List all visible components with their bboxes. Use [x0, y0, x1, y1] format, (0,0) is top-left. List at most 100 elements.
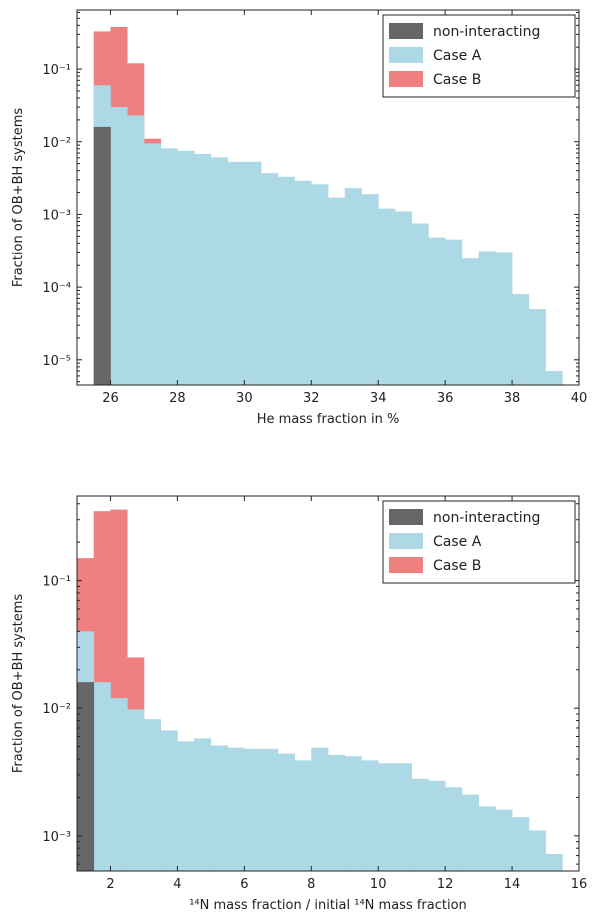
y-axis-label: Fraction of OB+BH systems [11, 594, 26, 774]
case-a-bar [93, 682, 111, 871]
legend-label: Case A [433, 48, 482, 64]
y-tick-label: 10⁻⁴ [42, 281, 71, 296]
nitrogen-mass-fraction-histogram: 2 4 6 8 10 12 14 16 10⁻³ 10⁻² 10⁻¹ ¹⁴N mass fractio… [11, 495, 588, 913]
case-a-bar [478, 806, 496, 871]
non-interacting-bar [93, 126, 111, 386]
case-a-bar [244, 748, 262, 871]
x-tick-label: 34 [370, 391, 387, 406]
case-a-bar [378, 763, 396, 871]
legend-swatch [389, 47, 423, 63]
x-tick-label: 38 [504, 391, 521, 406]
x-tick-label: 12 [437, 877, 454, 892]
case-a-bar [294, 760, 312, 871]
case-a-bar [143, 143, 162, 385]
x-axis-label: ¹⁴N mass fraction / initial ¹⁴N mass fra… [189, 898, 467, 913]
x-tick-label: 28 [169, 391, 186, 406]
legend-label: Case B [433, 558, 481, 574]
case-a-bar [160, 730, 178, 871]
case-a-bar [411, 223, 429, 385]
case-a-bar [194, 738, 212, 871]
case-a-bar [445, 239, 463, 385]
case-a-bar [428, 780, 446, 871]
x-tick-label: 14 [504, 877, 521, 892]
legend-swatch [389, 533, 423, 549]
legend-swatch [389, 71, 423, 87]
case-a-bar [177, 741, 195, 871]
case-a-bar [478, 251, 496, 385]
case-a-bar [261, 173, 279, 385]
x-tick-label: 36 [437, 391, 454, 406]
legend-label: Case B [433, 72, 481, 88]
x-tick-label: 30 [236, 391, 253, 406]
case-a-bar [277, 753, 295, 871]
legend-label: Case A [433, 534, 482, 550]
case-a-bar [394, 211, 413, 385]
case-a-bar [127, 709, 145, 871]
case-a-bar [545, 854, 563, 871]
plot-frame [76, 9, 580, 386]
case-a-bar [461, 794, 479, 871]
case-a-bar [461, 258, 479, 385]
non-interacting-bar [77, 682, 95, 871]
case-a-bar [528, 830, 546, 871]
case-a-bar [344, 756, 362, 871]
case-a-bar [227, 161, 245, 385]
x-tick-label: 26 [102, 391, 119, 406]
case-a-bar [428, 237, 446, 385]
y-tick-label: 10⁻² [42, 702, 71, 717]
x-tick-label: 32 [303, 391, 320, 406]
x-tick-label: 2 [106, 877, 114, 892]
y-tick-label: 10⁻² [42, 136, 71, 151]
case-a-bar [512, 294, 530, 385]
case-a-bar [411, 778, 429, 871]
case-a-bar [210, 157, 228, 385]
case-a-bar [528, 309, 546, 385]
case-a-bar [512, 817, 530, 871]
case-a-bar [545, 371, 563, 385]
legend-swatch [389, 23, 423, 39]
legend-label: non-interacting [433, 510, 540, 526]
case-a-bar [143, 719, 162, 871]
x-tick-label: 6 [240, 877, 248, 892]
case-a-bar [445, 787, 463, 871]
case-a-bar [328, 754, 346, 871]
y-tick-label: 10⁻¹ [42, 575, 71, 590]
y-tick-label: 10⁻³ [42, 830, 71, 845]
case-a-bar [328, 197, 346, 385]
x-tick-label: 8 [307, 877, 315, 892]
case-a-bar [244, 161, 262, 385]
case-a-bar [344, 188, 362, 385]
legend-label: non-interacting [433, 24, 540, 40]
case-a-bar [127, 115, 145, 385]
case-a-bar [194, 153, 212, 385]
case-a-bar [495, 809, 513, 871]
x-axis-label: He mass fraction in % [257, 412, 400, 427]
legend-swatch [389, 509, 423, 525]
case-a-bar [110, 698, 128, 871]
case-a-bar [378, 208, 396, 385]
legend-swatch [389, 557, 423, 573]
y-tick-label: 10⁻⁵ [42, 354, 71, 369]
y-tick-label: 10⁻³ [42, 208, 71, 223]
case-a-bar [210, 745, 228, 871]
case-a-bar [311, 747, 329, 871]
case-a-bar [495, 252, 513, 385]
case-a-bar [277, 176, 295, 385]
x-tick-label: 4 [173, 877, 181, 892]
case-a-bar [177, 150, 195, 385]
case-a-bar [294, 180, 312, 385]
x-tick-label: 10 [370, 877, 387, 892]
case-a-bar [361, 194, 379, 385]
he-mass-fraction-histogram: 26 28 30 32 34 36 38 40 10⁻⁵ 10⁻⁴ 10⁻³ 10⁻² 10⁻¹ He m… [11, 9, 588, 427]
y-tick-label: 10⁻¹ [42, 63, 71, 78]
case-a-bar [394, 763, 413, 871]
y-axis-label: Fraction of OB+BH systems [11, 108, 26, 288]
x-tick-label: 40 [571, 391, 588, 406]
case-a-bar [110, 107, 128, 385]
x-tick-label: 16 [571, 877, 588, 892]
case-a-bar [160, 148, 178, 385]
case-a-bar [261, 748, 279, 871]
case-a-bar [227, 747, 245, 871]
plot-frame [76, 495, 580, 872]
case-a-bar [311, 184, 329, 385]
